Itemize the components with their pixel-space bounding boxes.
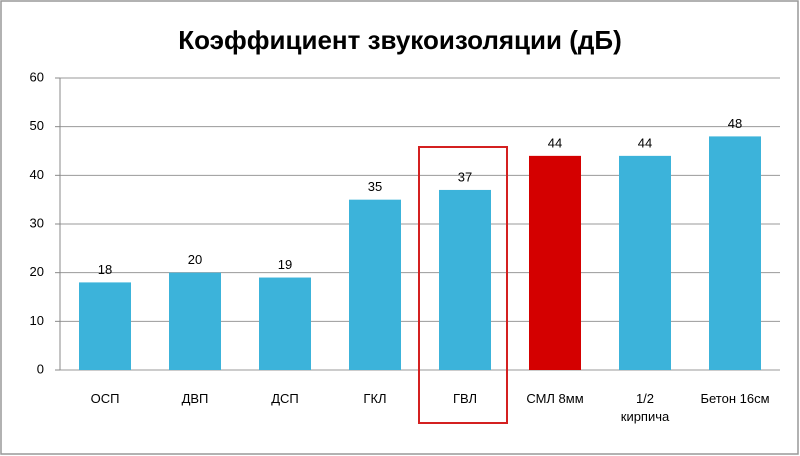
- data-label: 19: [278, 257, 292, 272]
- x-tick-label: ГКЛ: [363, 391, 387, 406]
- y-tick-label: 50: [30, 118, 44, 133]
- x-tick-label: ОСП: [90, 391, 120, 406]
- x-tick-label: ГВЛ: [452, 391, 478, 406]
- bar: [439, 189, 491, 370]
- y-tick-label: 30: [30, 215, 44, 230]
- bar: [79, 282, 131, 370]
- data-label: 48: [728, 116, 742, 131]
- bar: [349, 199, 401, 370]
- data-label: 44: [548, 135, 562, 150]
- bar: [259, 277, 311, 370]
- highlight-box: [418, 146, 508, 424]
- y-tick-label: 40: [30, 167, 44, 182]
- y-tick-label: 10: [30, 313, 44, 328]
- bar: [619, 155, 671, 370]
- y-tick-label: 60: [30, 69, 44, 84]
- bar: [529, 155, 581, 370]
- data-label: 18: [98, 262, 112, 277]
- bar: [709, 136, 761, 370]
- x-tick-label: СМЛ 8мм: [526, 391, 584, 406]
- y-tick-label: 20: [30, 264, 44, 279]
- x-tick-label: ДВП: [181, 391, 209, 406]
- chart-title: Коэффициент звукоизоляции (дБ): [178, 25, 621, 55]
- x-tick-label: 1/2 кирпича: [620, 391, 670, 424]
- x-tick-label: ДСП: [271, 391, 299, 406]
- data-label: 35: [368, 179, 382, 194]
- data-label: 20: [188, 252, 202, 267]
- bar: [169, 272, 221, 370]
- data-label: 44: [638, 135, 652, 150]
- data-label: 37: [458, 169, 472, 184]
- y-tick-label: 0: [37, 361, 44, 376]
- x-tick-label: Бетон 16см: [700, 391, 770, 406]
